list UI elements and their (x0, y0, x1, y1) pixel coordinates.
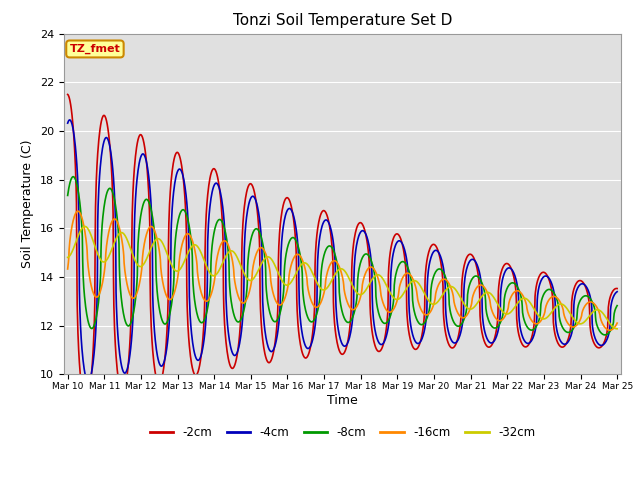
Y-axis label: Soil Temperature (C): Soil Temperature (C) (22, 140, 35, 268)
Text: TZ_fmet: TZ_fmet (70, 44, 120, 54)
Legend: -2cm, -4cm, -8cm, -16cm, -32cm: -2cm, -4cm, -8cm, -16cm, -32cm (145, 421, 540, 444)
X-axis label: Time: Time (327, 394, 358, 407)
Title: Tonzi Soil Temperature Set D: Tonzi Soil Temperature Set D (233, 13, 452, 28)
